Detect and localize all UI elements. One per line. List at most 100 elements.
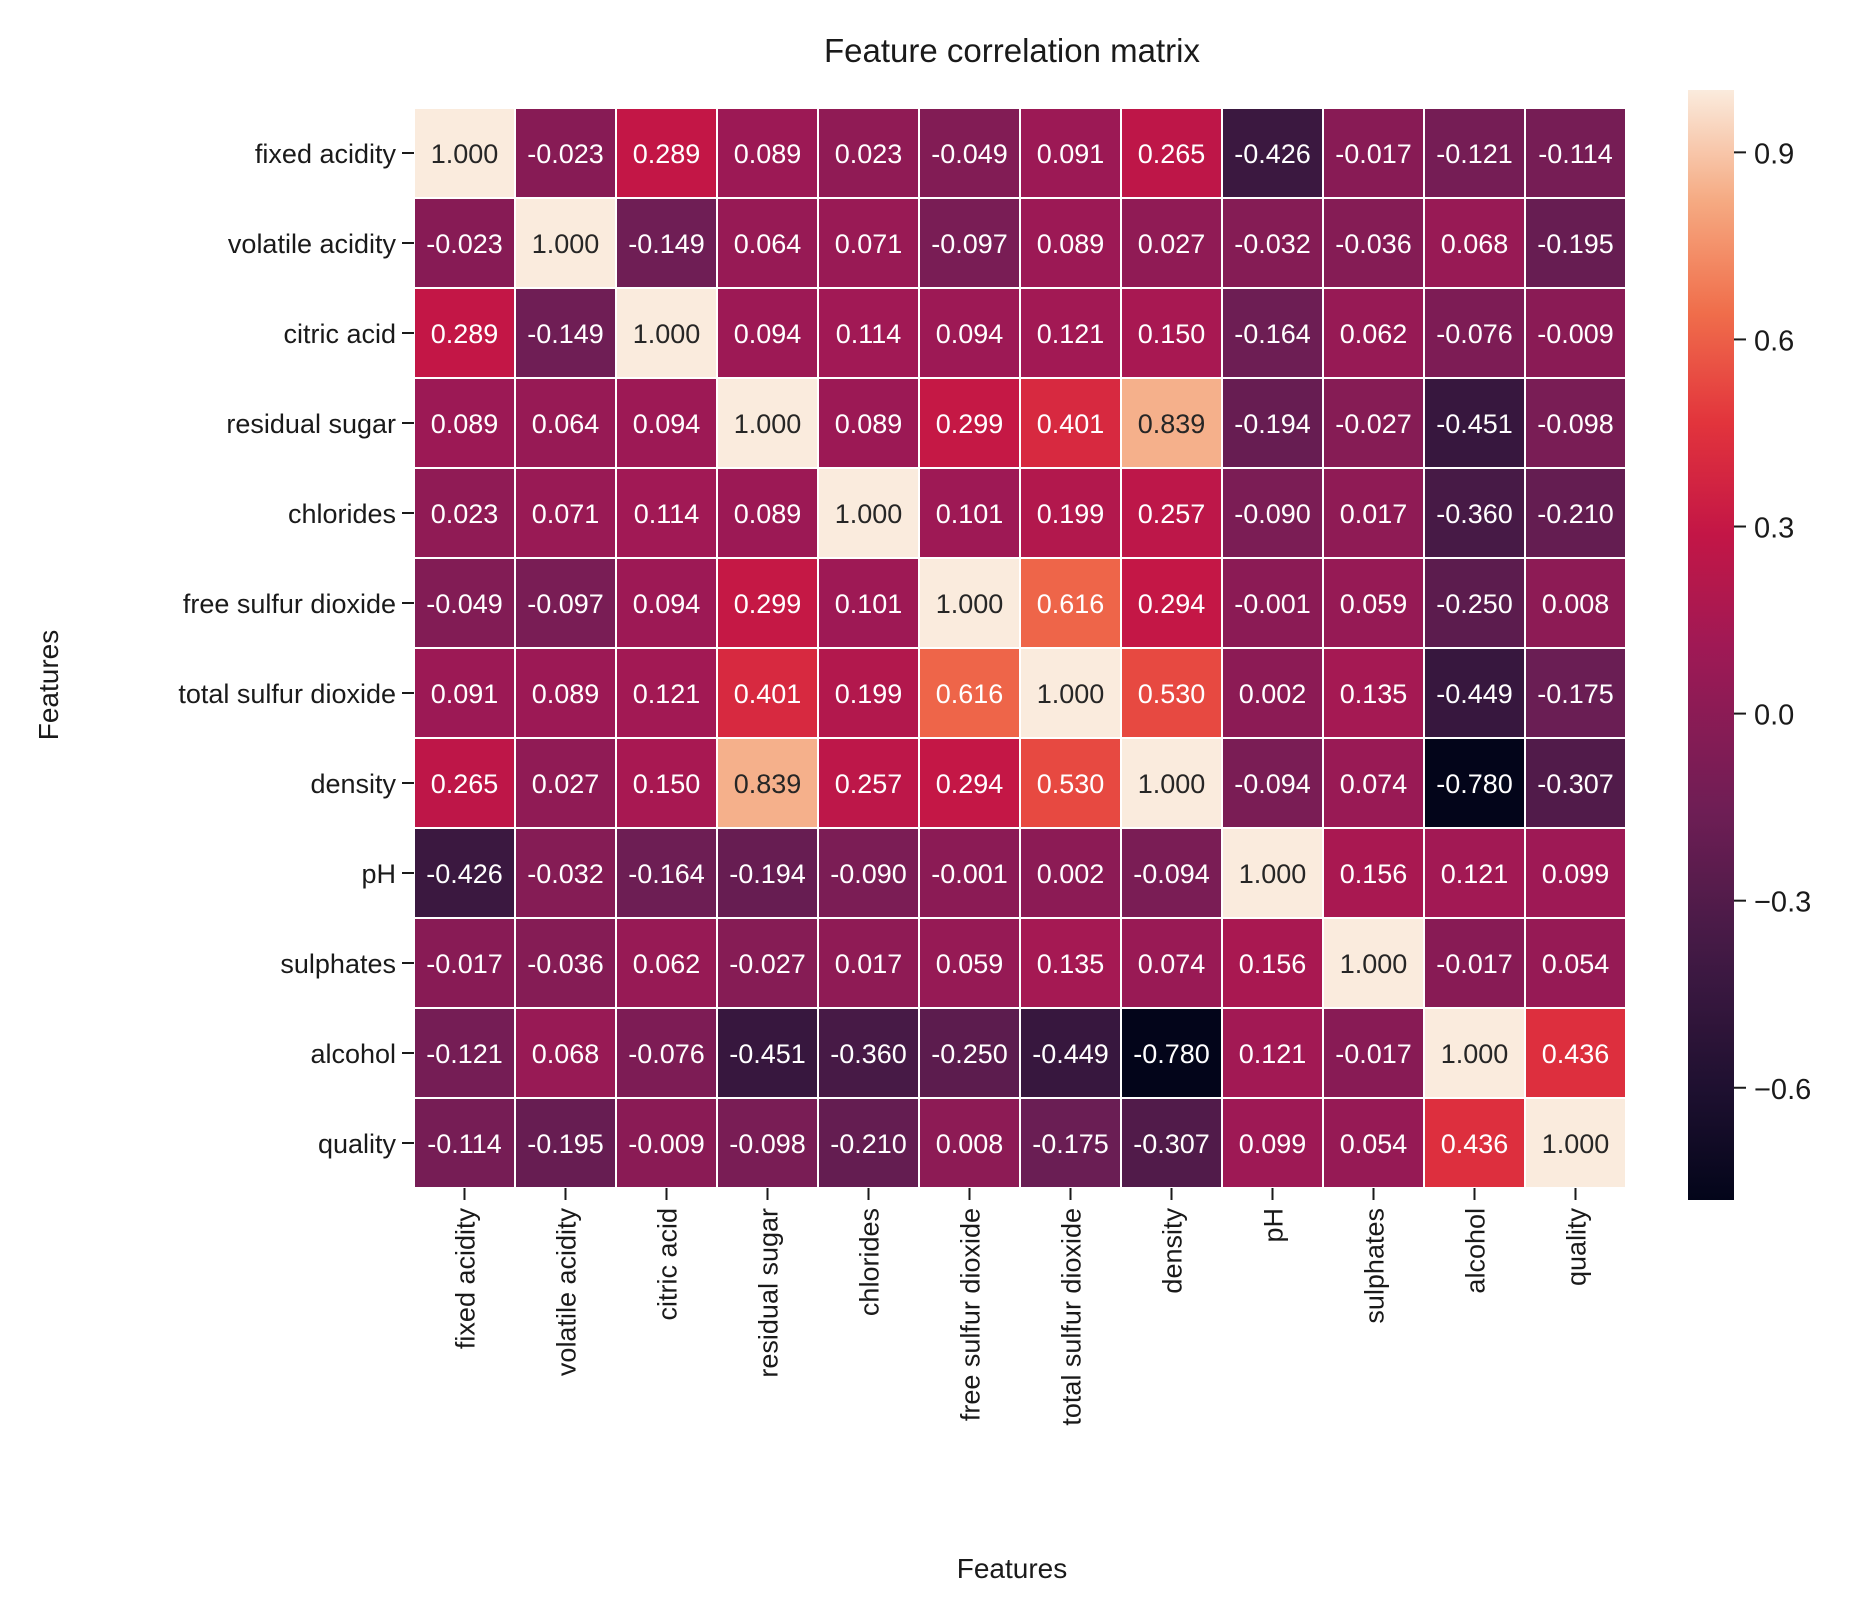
heatmap-cell-quality-total-sulfur-dioxide xyxy=(1019,1097,1122,1189)
cell-value-ph-quality: 0.099 xyxy=(1542,859,1610,889)
heatmap-cell-total-sulfur-dioxide-total-sulfur-dioxide xyxy=(1019,647,1122,739)
heatmap-cell-residual-sugar-alcohol xyxy=(1423,377,1526,469)
cell-value-volatile-acidity-citric-acid: -0.149 xyxy=(628,229,705,259)
heatmap-cell-fixed-acidity-citric-acid xyxy=(615,107,718,199)
chart-title: Feature correlation matrix xyxy=(824,32,1200,69)
heatmap-cell-total-sulfur-dioxide-free-sulfur-dioxide xyxy=(918,647,1021,739)
cell-value-citric-acid-ph: -0.164 xyxy=(1234,319,1311,349)
cell-value-sulphates-free-sulfur-dioxide: 0.059 xyxy=(936,949,1004,979)
cell-value-alcohol-ph: 0.121 xyxy=(1239,1039,1307,1069)
cell-value-citric-acid-total-sulfur-dioxide: 0.121 xyxy=(1037,319,1105,349)
cell-value-total-sulfur-dioxide-total-sulfur-dioxide: 1.000 xyxy=(1037,679,1105,709)
cell-value-free-sulfur-dioxide-residual-sugar: 0.299 xyxy=(734,589,802,619)
y-tick-label-density: density xyxy=(310,769,396,799)
cell-value-residual-sugar-volatile-acidity: 0.064 xyxy=(532,409,600,439)
cell-value-free-sulfur-dioxide-chlorides: 0.101 xyxy=(835,589,903,619)
heatmap-cell-sulphates-volatile-acidity xyxy=(514,917,617,1009)
heatmap-cell-density-residual-sugar xyxy=(716,737,819,829)
cell-value-volatile-acidity-total-sulfur-dioxide: 0.089 xyxy=(1037,229,1105,259)
heatmap-cell-total-sulfur-dioxide-volatile-acidity xyxy=(514,647,617,739)
cell-value-fixed-acidity-chlorides: 0.023 xyxy=(835,139,903,169)
cell-value-residual-sugar-chlorides: 0.089 xyxy=(835,409,903,439)
heatmap-cell-chlorides-density xyxy=(1120,467,1223,559)
cell-value-chlorides-citric-acid: 0.114 xyxy=(634,499,700,529)
cell-value-density-residual-sugar: 0.839 xyxy=(734,769,802,799)
cell-value-fixed-acidity-quality: -0.114 xyxy=(1538,139,1613,169)
heatmap-cell-sulphates-residual-sugar xyxy=(716,917,819,1009)
cell-value-ph-fixed-acidity: -0.426 xyxy=(426,859,503,889)
cell-value-sulphates-citric-acid: 0.062 xyxy=(633,949,701,979)
heatmap-cell-total-sulfur-dioxide-fixed-acidity xyxy=(413,647,516,739)
heatmap-cell-chlorides-alcohol xyxy=(1423,467,1526,559)
cell-value-density-chlorides: 0.257 xyxy=(835,769,903,799)
cell-value-chlorides-free-sulfur-dioxide: 0.101 xyxy=(936,499,1004,529)
cell-value-quality-density: -0.307 xyxy=(1133,1129,1210,1159)
heatmap-cell-chlorides-free-sulfur-dioxide xyxy=(918,467,1021,559)
cell-value-sulphates-alcohol: -0.017 xyxy=(1436,949,1513,979)
cell-value-density-total-sulfur-dioxide: 0.530 xyxy=(1037,769,1105,799)
y-tick-label-alcohol: alcohol xyxy=(310,1039,396,1069)
heatmap-cell-citric-acid-citric-acid xyxy=(615,287,718,379)
x-tick-label-chlorides: chlorides xyxy=(855,1208,885,1316)
cell-value-ph-free-sulfur-dioxide: -0.001 xyxy=(931,859,1008,889)
heatmap-cell-volatile-acidity-total-sulfur-dioxide xyxy=(1019,197,1122,289)
cell-value-ph-volatile-acidity: -0.032 xyxy=(527,859,604,889)
heatmap-cell-fixed-acidity-density xyxy=(1120,107,1223,199)
heatmap-cell-ph-ph xyxy=(1221,827,1324,919)
x-tick-label-density: density xyxy=(1158,1208,1188,1294)
cell-value-total-sulfur-dioxide-chlorides: 0.199 xyxy=(835,679,903,709)
cell-value-free-sulfur-dioxide-density: 0.294 xyxy=(1138,589,1206,619)
cell-value-ph-density: -0.094 xyxy=(1133,859,1210,889)
cell-value-sulphates-ph: 0.156 xyxy=(1239,949,1307,979)
y-tick-label-chlorides: chlorides xyxy=(288,499,396,529)
cell-value-volatile-acidity-free-sulfur-dioxide: -0.097 xyxy=(931,229,1008,259)
cell-value-alcohol-quality: 0.436 xyxy=(1542,1039,1610,1069)
heatmap-cell-fixed-acidity-free-sulfur-dioxide xyxy=(918,107,1021,199)
heatmap-cell-ph-volatile-acidity xyxy=(514,827,617,919)
cell-value-free-sulfur-dioxide-alcohol: -0.250 xyxy=(1436,589,1513,619)
cell-value-quality-quality: 1.000 xyxy=(1542,1129,1610,1159)
cell-value-total-sulfur-dioxide-citric-acid: 0.121 xyxy=(633,679,701,709)
x-tick-label-citric-acid: citric acid xyxy=(653,1208,683,1321)
cell-value-residual-sugar-sulphates: -0.027 xyxy=(1335,409,1412,439)
colorbar-gradient xyxy=(1688,90,1734,1200)
cell-value-chlorides-residual-sugar: 0.089 xyxy=(734,499,802,529)
heatmap-cell-alcohol-free-sulfur-dioxide xyxy=(918,1007,1021,1099)
heatmap-cell-free-sulfur-dioxide-fixed-acidity xyxy=(413,557,516,649)
cell-value-alcohol-fixed-acidity: -0.121 xyxy=(426,1039,503,1069)
cell-value-ph-citric-acid: -0.164 xyxy=(628,859,705,889)
cell-value-density-sulphates: 0.074 xyxy=(1340,769,1408,799)
cell-value-alcohol-density: -0.780 xyxy=(1133,1039,1210,1069)
heatmap-cell-volatile-acidity-density xyxy=(1120,197,1223,289)
cell-value-citric-acid-density: 0.150 xyxy=(1138,319,1206,349)
heatmap-cell-chlorides-chlorides xyxy=(817,467,920,559)
cell-value-fixed-acidity-total-sulfur-dioxide: 0.091 xyxy=(1037,139,1105,169)
cell-value-residual-sugar-citric-acid: 0.094 xyxy=(633,409,701,439)
heatmap-cell-residual-sugar-ph xyxy=(1221,377,1324,469)
heatmap-cell-fixed-acidity-sulphates xyxy=(1322,107,1425,199)
cell-value-residual-sugar-residual-sugar: 1.000 xyxy=(734,409,802,439)
cell-value-density-alcohol: -0.780 xyxy=(1436,769,1513,799)
heatmap-cell-sulphates-density xyxy=(1120,917,1223,1009)
cell-value-volatile-acidity-density: 0.027 xyxy=(1138,229,1206,259)
heatmap-cell-volatile-acidity-volatile-acidity xyxy=(514,197,617,289)
y-tick-label-ph: pH xyxy=(361,859,396,889)
cell-value-quality-ph: 0.099 xyxy=(1239,1129,1307,1159)
heatmap-cell-citric-acid-residual-sugar xyxy=(716,287,819,379)
heatmap-cell-ph-free-sulfur-dioxide xyxy=(918,827,1021,919)
cell-annotations: 1.000 -0.023 0.289 0.089 0.023 -0.049 0.091 0.2… xyxy=(426,139,1614,1159)
heatmap-cell-residual-sugar-sulphates xyxy=(1322,377,1425,469)
heatmap-cell-residual-sugar-citric-acid xyxy=(615,377,718,469)
heatmap-cell-quality-sulphates xyxy=(1322,1097,1425,1189)
heatmap-cell-alcohol-quality xyxy=(1524,1007,1627,1099)
cell-value-chlorides-ph: -0.090 xyxy=(1234,499,1311,529)
heatmap-cell-ph-alcohol xyxy=(1423,827,1526,919)
heatmap-cell-ph-density xyxy=(1120,827,1223,919)
heatmap-cell-fixed-acidity-quality xyxy=(1524,107,1627,199)
cell-value-chlorides-density: 0.257 xyxy=(1138,499,1206,529)
y-tick-label-sulphates: sulphates xyxy=(280,949,396,979)
cell-value-quality-residual-sugar: -0.098 xyxy=(729,1129,806,1159)
cell-value-alcohol-sulphates: -0.017 xyxy=(1335,1039,1412,1069)
cell-value-citric-acid-chlorides: 0.114 xyxy=(836,319,902,349)
